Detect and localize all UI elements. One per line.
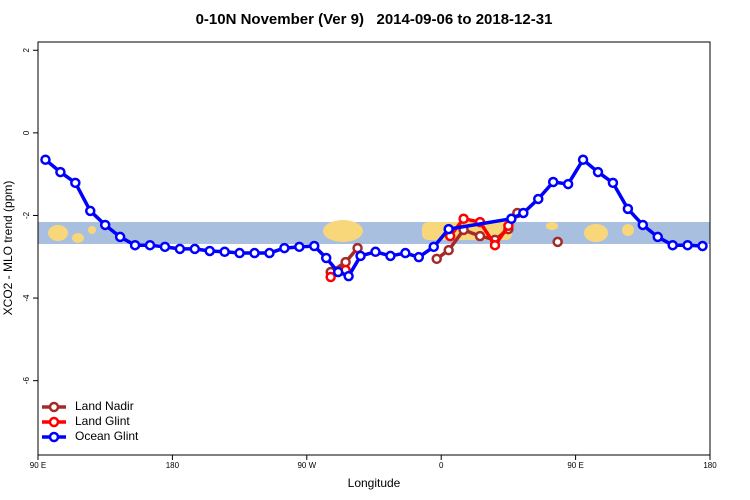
point: [518, 207, 529, 219]
x-tick-label: 90 E: [30, 461, 46, 470]
point: [219, 246, 230, 258]
point: [204, 245, 215, 257]
point: [443, 223, 454, 235]
point: [552, 236, 563, 248]
x-tick-label: 0: [439, 461, 444, 470]
point: [547, 176, 559, 188]
point: [174, 243, 186, 255]
legend-label: Ocean Glint: [75, 429, 139, 443]
land: [48, 225, 68, 241]
y-tick-label: 0: [22, 130, 31, 135]
x-tick-label: 90 W: [297, 461, 316, 470]
legend-label: Land Nadir: [75, 399, 134, 413]
point: [234, 247, 245, 259]
point: [294, 241, 305, 253]
point: [70, 177, 81, 189]
x-tick-label: 180: [703, 461, 717, 470]
point: [320, 252, 332, 264]
point: [343, 270, 354, 282]
y-tick-label: 2: [22, 47, 31, 52]
point: [637, 219, 649, 231]
point: [400, 247, 411, 259]
land: [622, 224, 634, 236]
point: [55, 166, 66, 178]
land: [546, 222, 558, 230]
point: [264, 247, 275, 259]
x-axis-label: Longitude: [348, 476, 401, 490]
legend-marker: [48, 401, 60, 413]
legend-marker: [48, 431, 60, 443]
plot-frame: [37, 41, 711, 456]
point: [129, 239, 141, 251]
y-tick-label: -4: [22, 294, 31, 302]
point: [144, 239, 156, 251]
point: [682, 239, 693, 251]
point: [431, 253, 442, 265]
y-tick-label: -6: [22, 377, 31, 385]
point: [114, 231, 126, 243]
point: [309, 240, 320, 252]
land: [584, 224, 608, 242]
point: [458, 213, 469, 225]
point: [355, 250, 366, 262]
point: [413, 251, 425, 263]
y-tick-label: -2: [22, 211, 31, 219]
land: [88, 226, 96, 234]
point: [533, 193, 544, 205]
point: [325, 271, 336, 283]
x-tick-label: 90 E: [567, 461, 583, 470]
ocean-band: [38, 222, 710, 244]
point: [279, 242, 290, 254]
land: [72, 233, 84, 243]
point: [577, 154, 589, 165]
point: [249, 247, 260, 259]
point: [159, 241, 171, 253]
legend-label: Land Glint: [75, 414, 130, 428]
point: [428, 241, 439, 253]
point: [40, 154, 51, 165]
chart-title: 0-10N November (Ver 9) 2014-09-06 to 201…: [196, 11, 553, 28]
point: [189, 243, 201, 255]
point: [506, 213, 517, 225]
point: [332, 266, 344, 278]
point: [652, 231, 663, 243]
x-tick-label: 180: [166, 461, 180, 470]
point: [607, 177, 619, 189]
map-band: [38, 220, 710, 244]
point: [622, 203, 634, 215]
point: [99, 219, 111, 231]
point: [592, 166, 604, 178]
y-axis-label: XCO2 - MLO trend (ppm): [1, 181, 15, 316]
legend-marker: [48, 416, 60, 428]
land: [323, 220, 363, 242]
point: [443, 244, 454, 256]
point: [489, 239, 501, 251]
point: [85, 205, 96, 217]
series-line: [44, 157, 703, 278]
point: [562, 178, 574, 190]
point: [667, 239, 678, 251]
point: [474, 230, 486, 242]
point: [697, 240, 708, 252]
series: [40, 154, 708, 282]
point: [385, 250, 396, 262]
point: [370, 246, 381, 258]
